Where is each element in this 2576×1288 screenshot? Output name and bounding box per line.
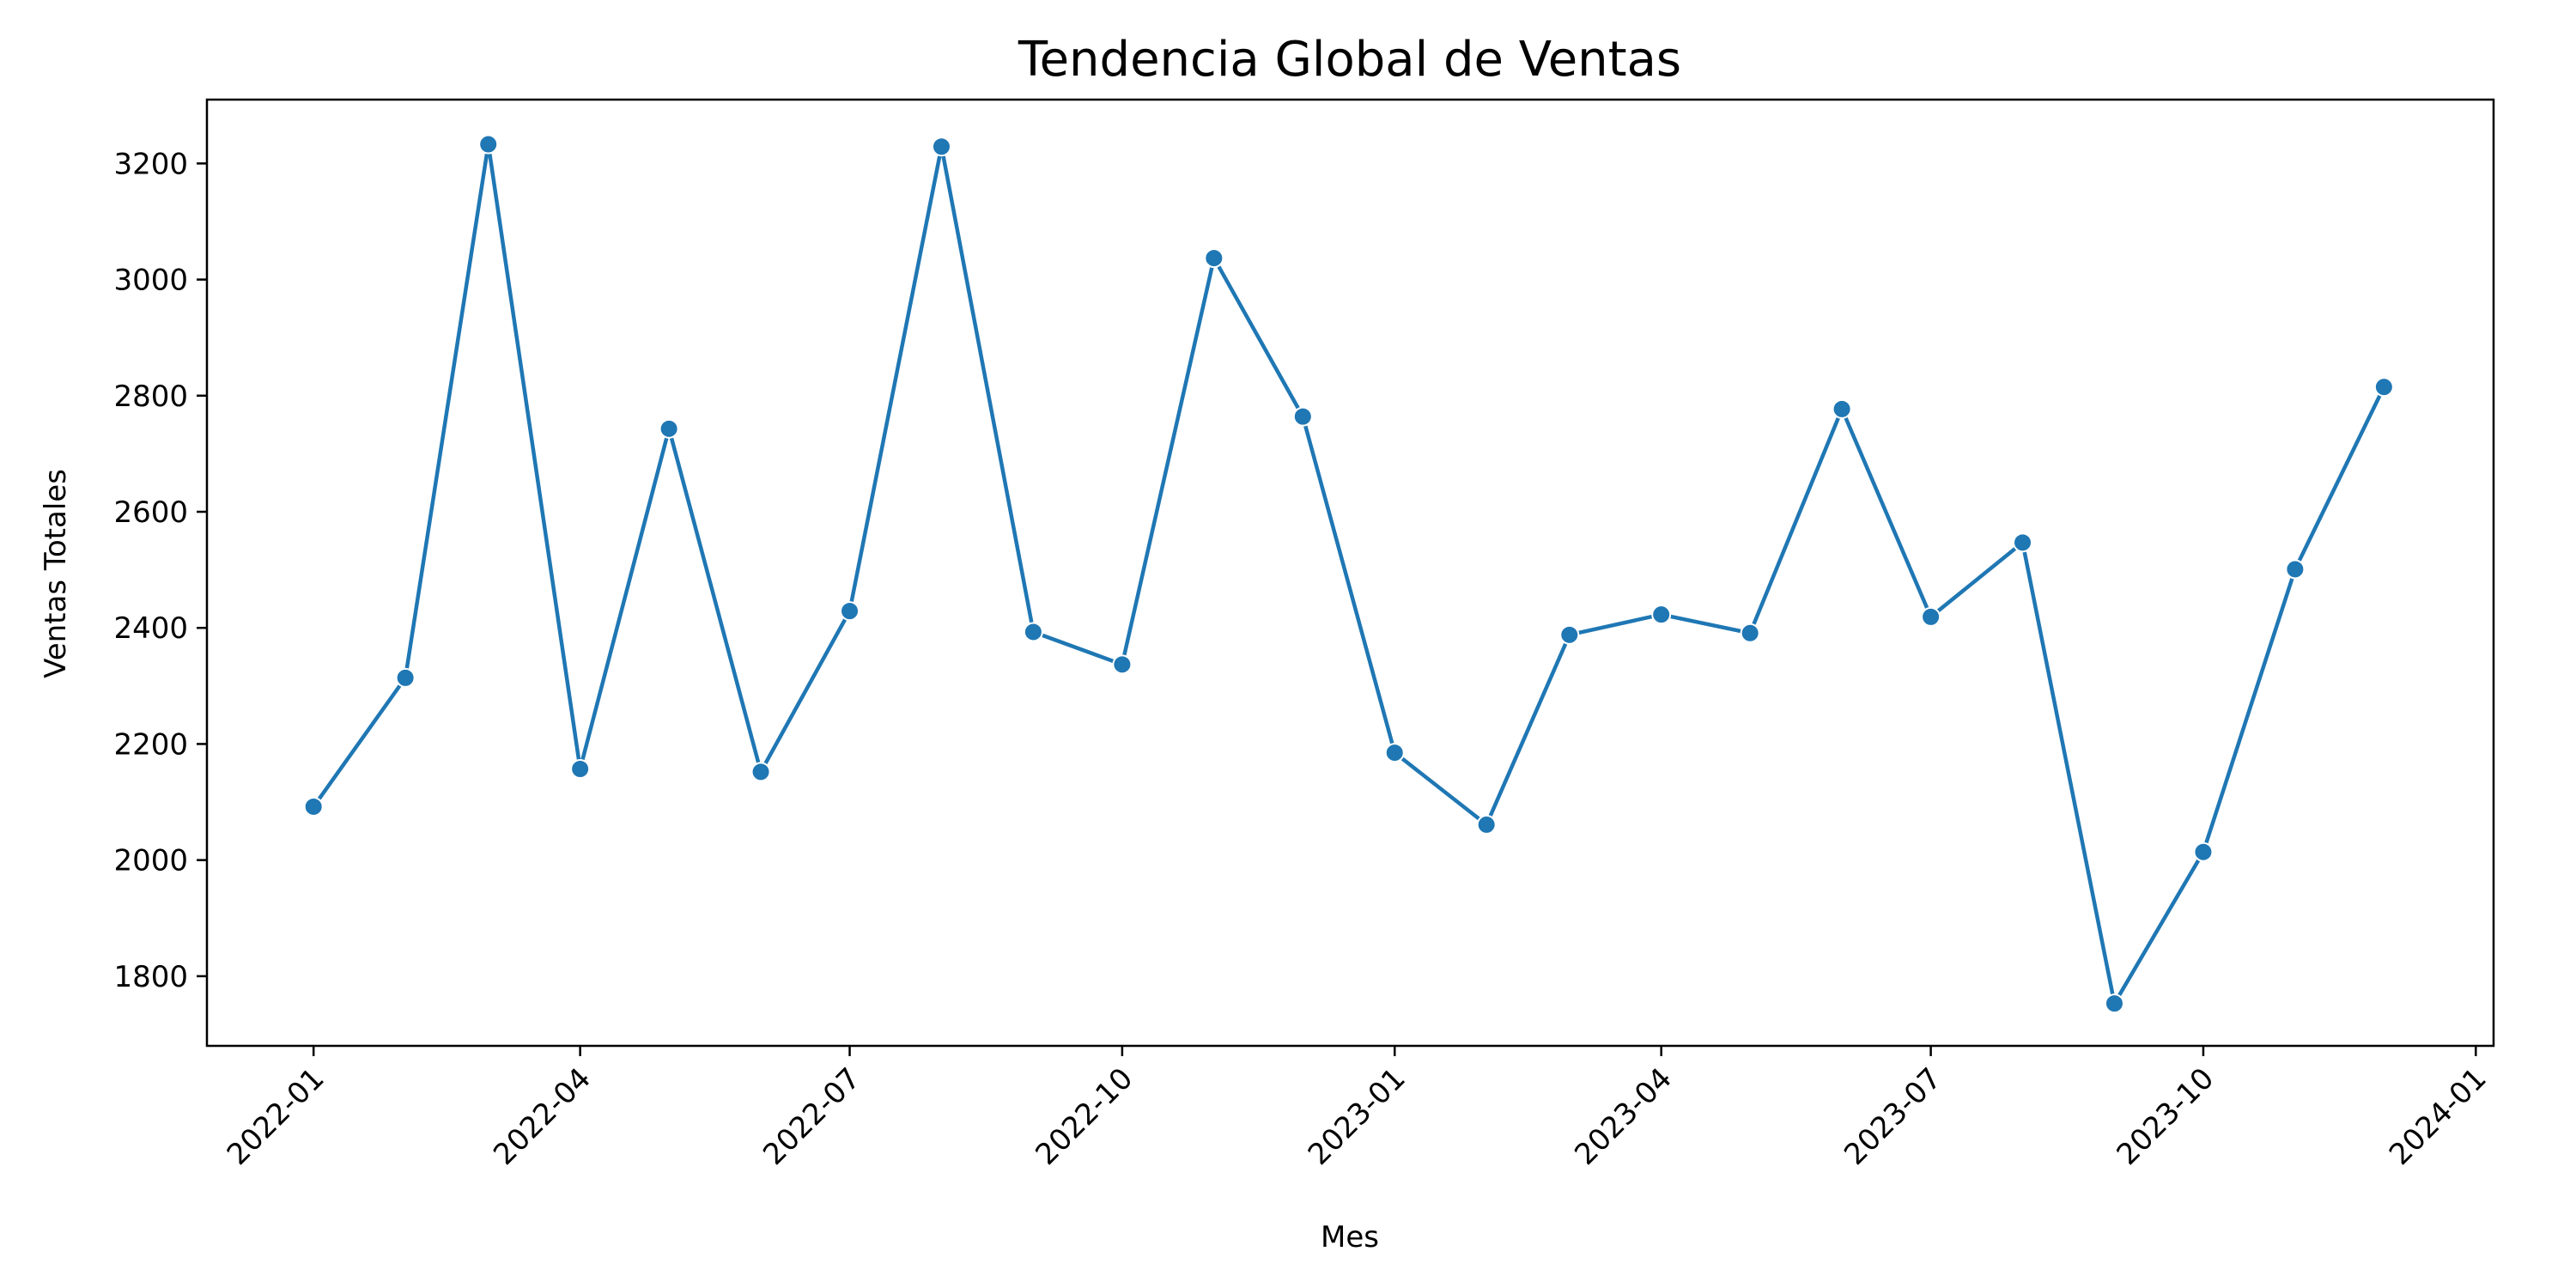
plot-area xyxy=(303,134,2394,1014)
x-axis-label: Mes xyxy=(1321,1220,1379,1255)
data-point xyxy=(2285,559,2306,580)
y-tick-label: 2400 xyxy=(113,611,188,646)
data-point xyxy=(1476,814,1497,835)
data-point xyxy=(1559,624,1580,645)
data-point xyxy=(1740,623,1760,643)
data-point xyxy=(1921,606,1941,627)
y-tick-label: 3000 xyxy=(113,264,188,298)
data-point xyxy=(2013,532,2033,553)
data-point xyxy=(2193,841,2214,862)
data-point xyxy=(1023,622,1043,642)
data-point xyxy=(478,134,499,155)
data-point xyxy=(1112,654,1133,675)
data-point xyxy=(1384,743,1405,763)
data-point xyxy=(303,796,324,817)
data-point xyxy=(1651,605,1672,625)
y-tick-label: 2200 xyxy=(113,727,188,762)
data-point xyxy=(659,418,679,439)
chart-title: Tendencia Global de Ventas xyxy=(1018,32,1681,88)
data-point xyxy=(1832,398,1852,419)
data-point xyxy=(570,759,591,780)
y-axis-label: Ventas Totales xyxy=(39,469,73,678)
data-point xyxy=(1204,248,1224,269)
data-point xyxy=(840,601,860,622)
data-point xyxy=(931,137,951,157)
y-tick-label: 3200 xyxy=(113,147,188,181)
y-axis: 1800 2000 2200 2400 2600 2800 3000 3200 xyxy=(113,147,207,994)
data-point xyxy=(2373,377,2394,398)
plot-frame xyxy=(205,98,2495,1048)
y-tick-label: 2600 xyxy=(113,495,188,530)
data-point xyxy=(2104,993,2124,1014)
y-tick-label: 2000 xyxy=(113,844,188,878)
data-point xyxy=(395,667,416,688)
data-point xyxy=(750,762,771,782)
y-tick-label: 1800 xyxy=(113,960,188,994)
data-point xyxy=(1292,406,1313,427)
y-tick-label: 2800 xyxy=(113,380,188,414)
series-line xyxy=(311,142,2386,1005)
